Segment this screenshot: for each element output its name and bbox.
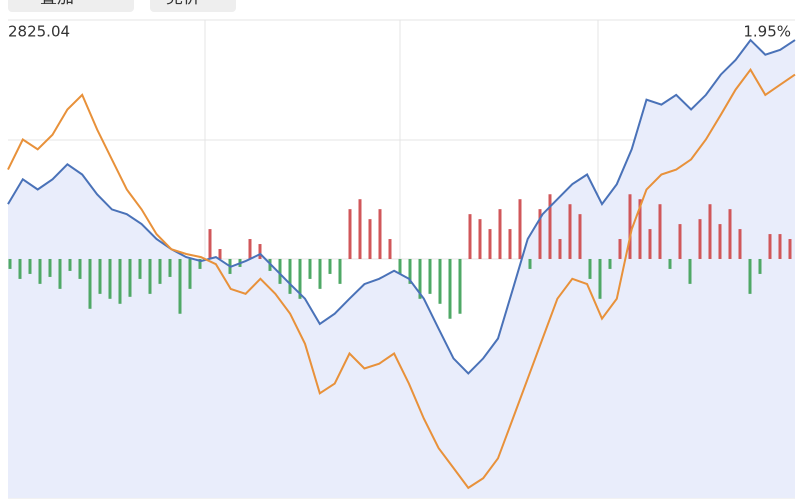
- diff-bar: [18, 258, 22, 279]
- diff-bar: [368, 219, 372, 259]
- diff-bar: [478, 219, 482, 259]
- diff-bar: [248, 239, 252, 259]
- diff-bar: [558, 239, 562, 259]
- diff-bar: [168, 258, 172, 277]
- toolbar: 叠加 竞价: [8, 0, 236, 12]
- diff-bar: [628, 194, 632, 259]
- diff-bar: [718, 224, 722, 259]
- diff-bar: [598, 258, 602, 299]
- diff-bar: [28, 258, 32, 274]
- diff-bar: [328, 258, 332, 274]
- diff-bar: [358, 199, 362, 259]
- diff-bar: [308, 258, 312, 279]
- diff-bar: [768, 234, 772, 259]
- diff-bar: [528, 258, 532, 269]
- diff-bar: [618, 239, 622, 259]
- diff-bar: [488, 229, 492, 259]
- diff-bar: [568, 204, 572, 259]
- diff-bar: [278, 258, 282, 284]
- diff-bar: [208, 229, 212, 259]
- diff-bar: [708, 204, 712, 259]
- diff-bar: [608, 258, 612, 269]
- diff-bar: [8, 258, 12, 269]
- diff-bar: [58, 258, 62, 289]
- diff-bar: [748, 258, 752, 294]
- diff-bar: [258, 244, 262, 259]
- diff-bar: [318, 258, 322, 289]
- diff-bar: [698, 219, 702, 259]
- diff-bar: [88, 258, 92, 309]
- auction-button-label[interactable]: 竞价: [166, 0, 200, 8]
- diff-bar: [338, 258, 342, 284]
- diff-bar: [98, 258, 102, 294]
- diff-bar: [298, 258, 302, 299]
- line: [7, 67, 796, 490]
- diff-bar: [538, 209, 542, 259]
- diff-bar: [128, 258, 132, 297]
- diff-bar: [218, 249, 222, 259]
- diff-bar: [778, 234, 782, 259]
- diff-bar: [138, 258, 142, 279]
- diff-bar: [658, 204, 662, 259]
- diff-bar: [398, 258, 402, 274]
- diff-bar: [38, 258, 42, 284]
- diff-bar: [518, 199, 522, 259]
- diff-bar: [148, 258, 152, 294]
- diff-bar: [508, 229, 512, 259]
- diff-bar: [198, 258, 202, 269]
- diff-bar: [158, 258, 162, 284]
- diff-bar: [108, 258, 112, 299]
- diff-bar: [48, 258, 52, 277]
- diff-bar: [78, 258, 82, 279]
- diff-bar: [288, 258, 292, 294]
- diff-bar: [188, 258, 192, 289]
- auction-button[interactable]: [150, 0, 236, 12]
- diff-bar: [348, 209, 352, 259]
- line: [7, 38, 796, 375]
- diff-bar: [648, 229, 652, 259]
- y-tick-label: 2825.04: [8, 23, 70, 41]
- diff-bar: [388, 239, 392, 259]
- diff-bar: [68, 258, 72, 271]
- diff-bar: [688, 258, 692, 284]
- diff-bar: [578, 214, 582, 259]
- overlay-button-label[interactable]: 叠加: [40, 0, 74, 8]
- y2-tick-label: 1.95%: [743, 23, 791, 41]
- diff-bar: [458, 258, 462, 314]
- overlay-button[interactable]: [8, 0, 134, 12]
- diff-bar: [438, 258, 442, 304]
- diff-bar: [738, 229, 742, 259]
- diff-bar: [668, 258, 672, 269]
- diff-bar: [728, 209, 732, 259]
- diff-bar: [418, 258, 422, 299]
- diff-bar: [678, 224, 682, 259]
- diff-bar: [588, 258, 592, 279]
- diff-bar: [448, 258, 452, 319]
- diff-bar: [408, 258, 412, 284]
- diff-bar: [758, 258, 762, 274]
- diff-bar: [548, 194, 552, 259]
- diff-bar: [428, 258, 432, 294]
- diff-bar: [178, 258, 182, 314]
- diff-bar: [118, 258, 122, 304]
- diff-bar: [378, 209, 382, 259]
- diff-bar: [498, 209, 502, 259]
- area: [8, 40, 795, 498]
- diff-bar: [468, 214, 472, 259]
- diff-bar: [788, 239, 792, 259]
- diff-bar: [638, 199, 642, 259]
